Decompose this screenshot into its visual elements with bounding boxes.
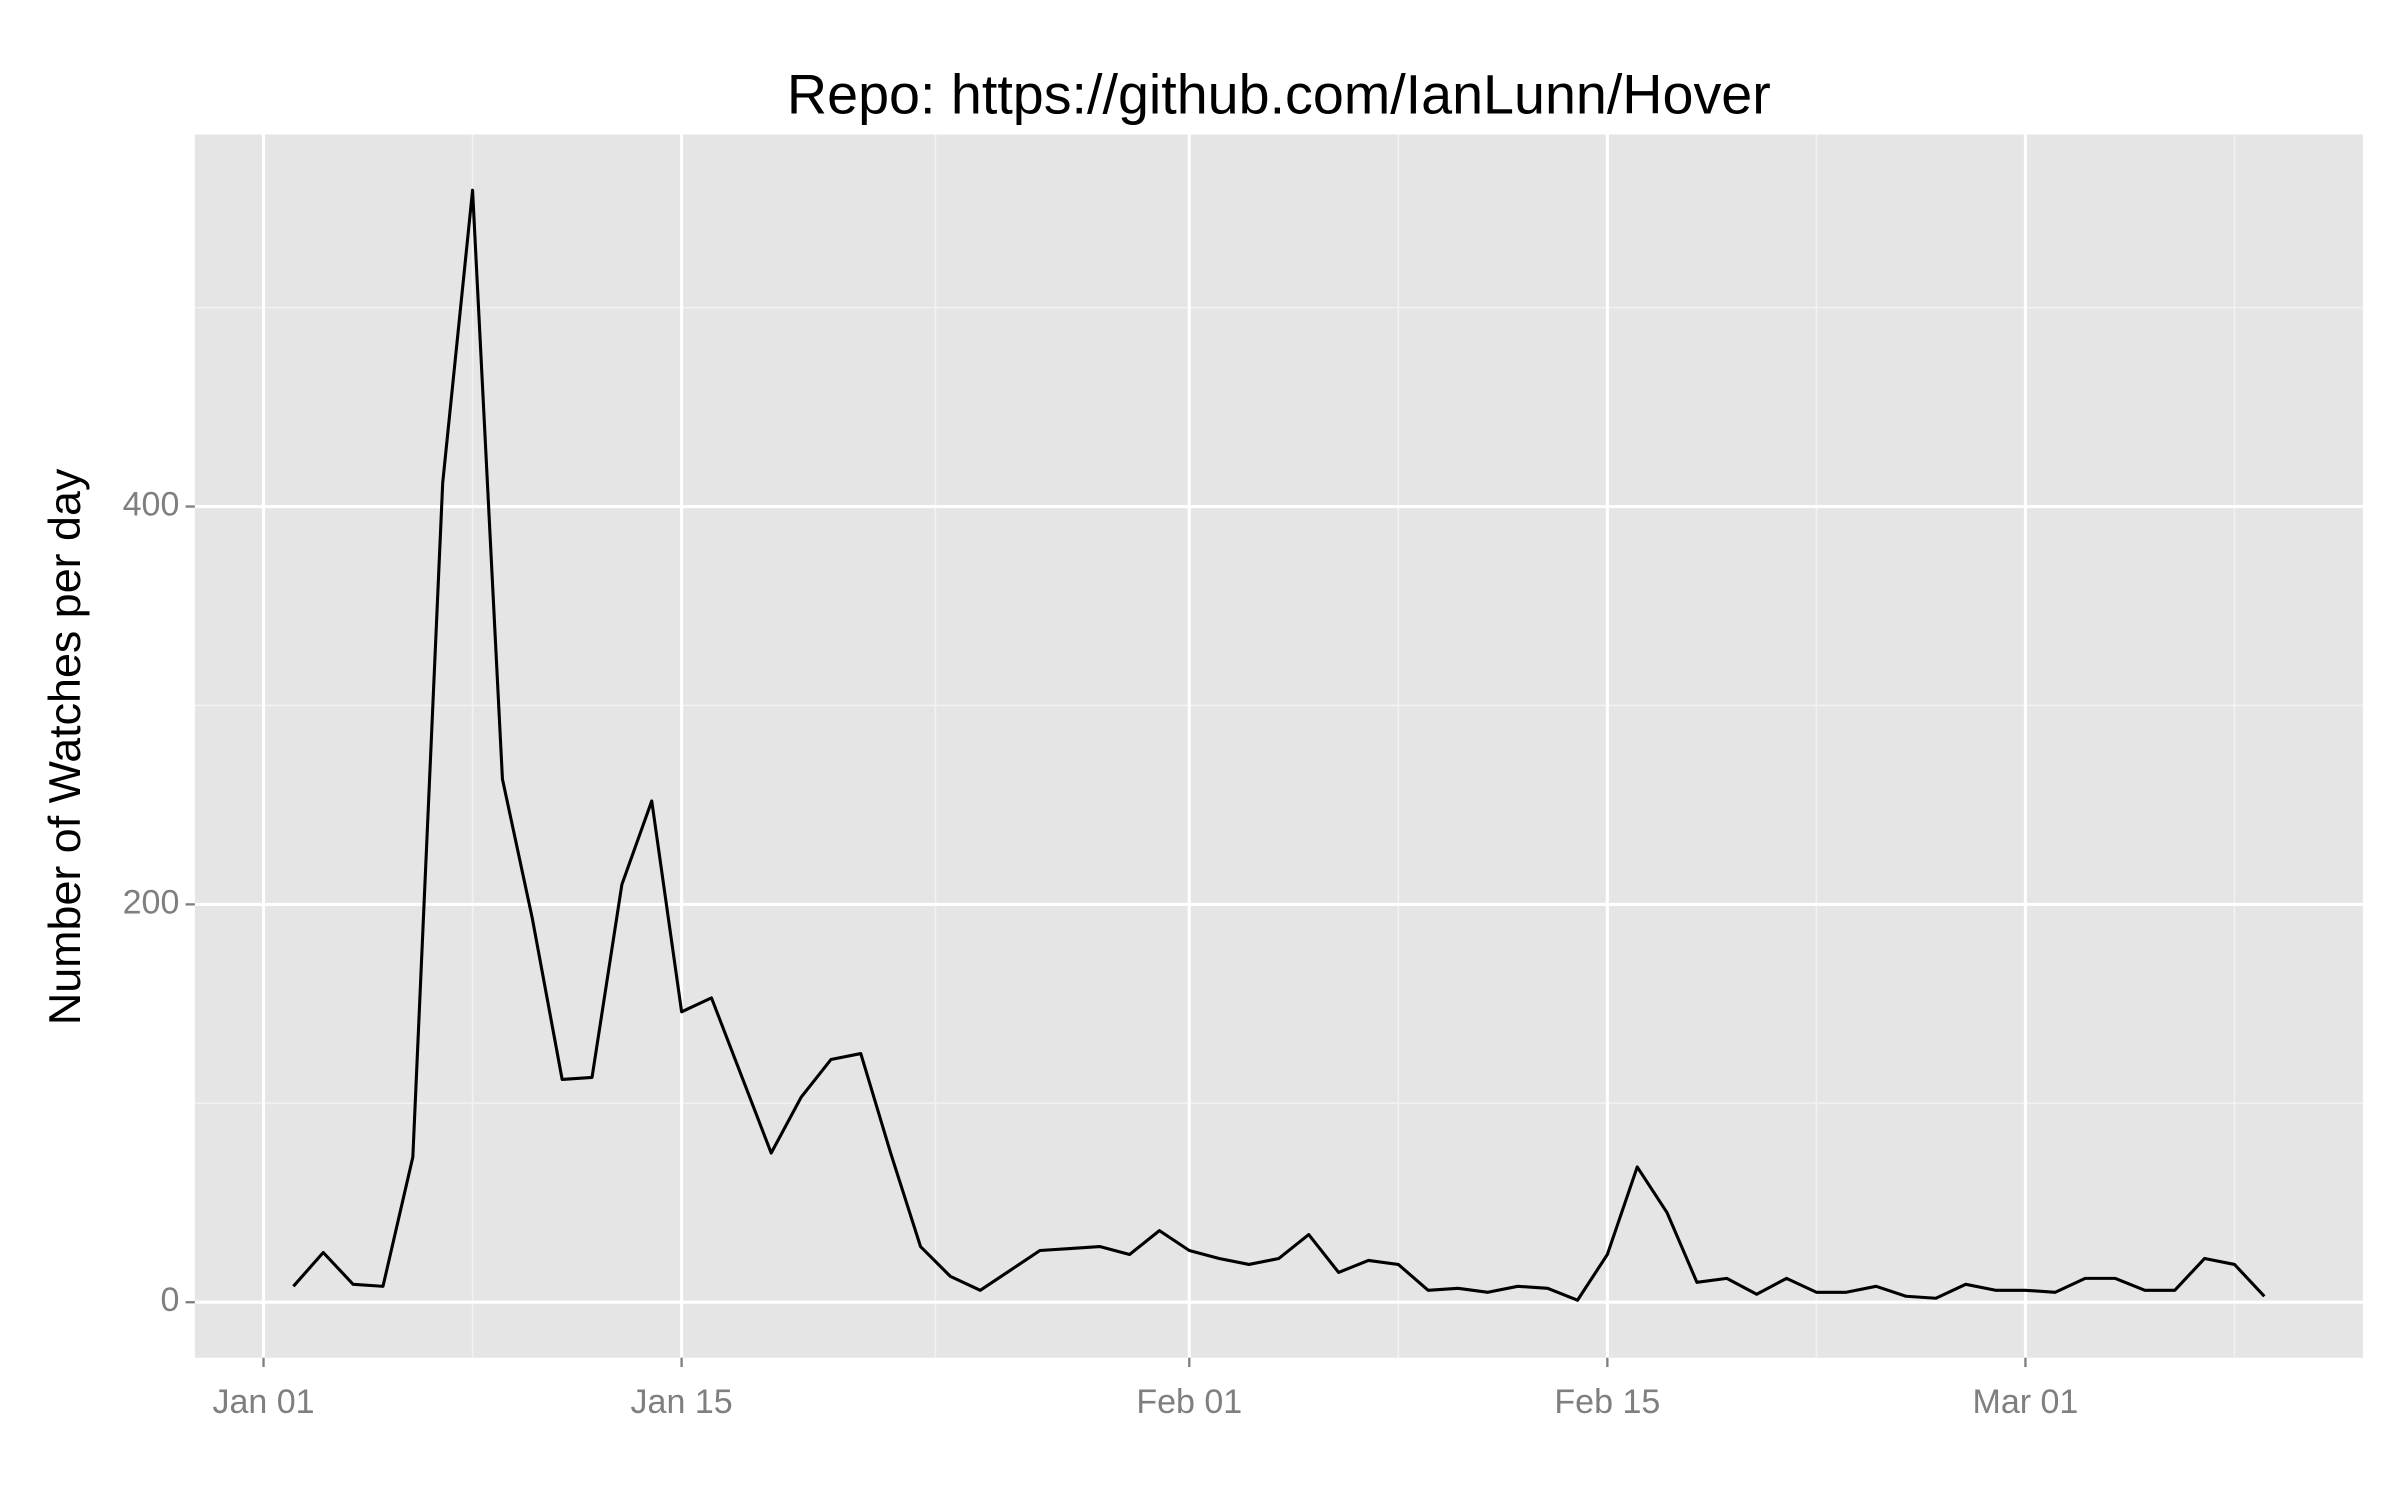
y-tick-label: 0 xyxy=(160,1281,179,1319)
x-tick-label: Feb 15 xyxy=(1554,1383,1660,1421)
x-tick-label: Jan 01 xyxy=(212,1383,314,1421)
chart-title: Repo: https://github.com/IanLunn/Hover xyxy=(787,64,1771,126)
x-tick-label: Mar 01 xyxy=(1972,1383,2078,1421)
x-tick-label: Feb 01 xyxy=(1136,1383,1242,1421)
x-tick-label: Jan 15 xyxy=(631,1383,733,1421)
y-axis-label: Number of Watches per day xyxy=(39,468,90,1025)
data-line xyxy=(292,188,2266,1302)
y-tick-label: 400 xyxy=(123,486,180,524)
plot-panel xyxy=(194,134,2363,1358)
y-tick-label: 200 xyxy=(123,883,180,921)
